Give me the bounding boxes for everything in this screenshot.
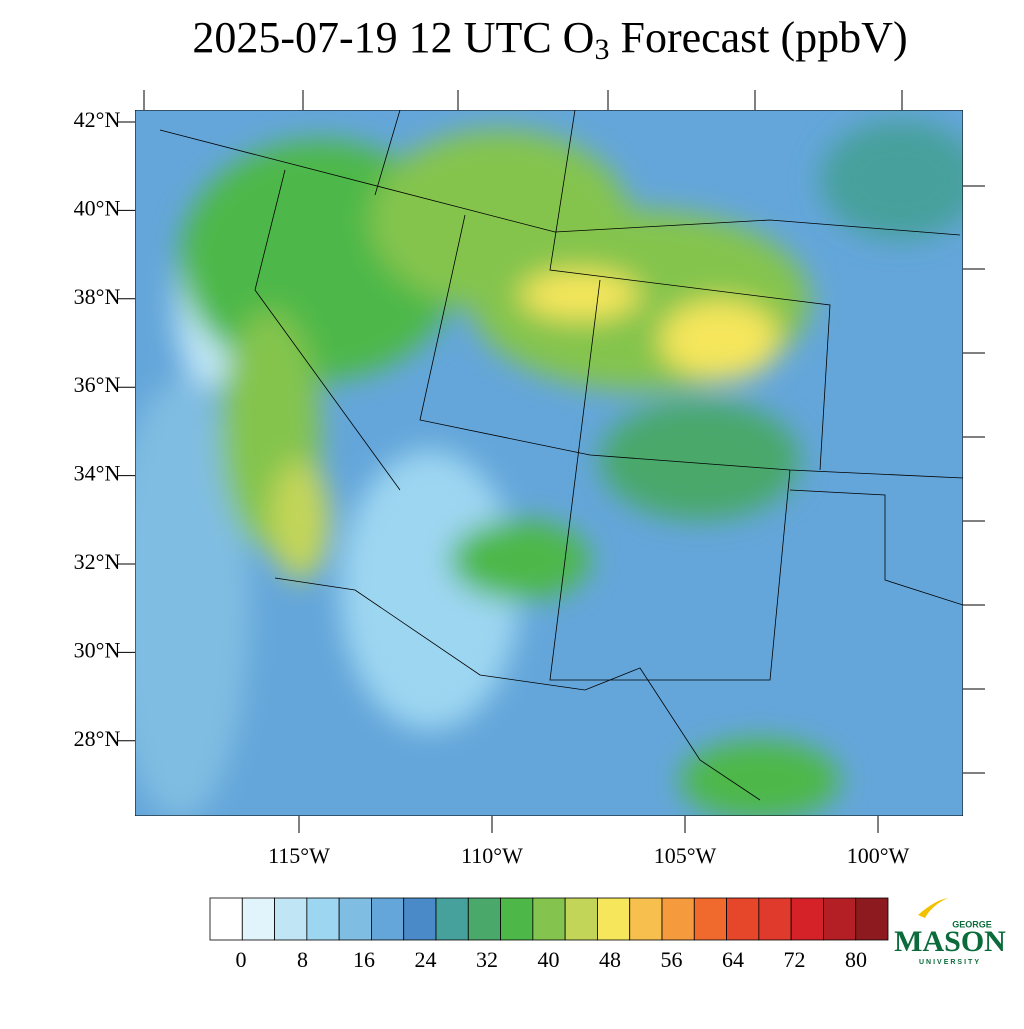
colorbar-box xyxy=(467,897,501,941)
lon-label: 100°W xyxy=(847,843,910,868)
title: 2025-07-19 12 UTC O3 Forecast (ppbV) xyxy=(192,13,907,66)
colorbar-box xyxy=(274,897,308,941)
colorbar-tick-label: 80 xyxy=(845,947,867,972)
ozone-field xyxy=(135,110,963,816)
colorbar: 0 8 16 24 32 40 48 56 64 72 80 xyxy=(209,897,889,972)
colorbar-box xyxy=(306,897,340,941)
lat-label: 36°N xyxy=(74,372,121,397)
colorbar-box xyxy=(532,897,566,941)
logo-swoosh xyxy=(918,898,948,918)
lat-label: 34°N xyxy=(74,461,121,486)
colorbar-tick-label: 16 xyxy=(353,947,375,972)
colorbar-tick-label: 40 xyxy=(538,947,560,972)
lat-label: 40°N xyxy=(74,195,121,220)
lon-label: 110°W xyxy=(461,843,523,868)
lon-label: 115°W xyxy=(268,843,330,868)
colorbar-tick-label: 64 xyxy=(722,947,744,972)
lat-label: 38°N xyxy=(74,284,121,309)
colorbar-box xyxy=(209,897,243,941)
colorbar-box xyxy=(338,897,372,941)
logo: GEORGE MASON UNIVERSITY xyxy=(894,898,1006,966)
colorbar-box xyxy=(564,897,598,941)
lat-label: 42°N xyxy=(74,107,121,132)
colorbar-box xyxy=(661,897,695,941)
colorbar-tick-label: 72 xyxy=(784,947,806,972)
title-rest: Forecast (ppbV) xyxy=(609,13,907,62)
colorbar-box xyxy=(790,897,824,941)
logo-main: MASON xyxy=(894,925,1006,958)
logo-bottom: UNIVERSITY xyxy=(919,959,981,966)
colorbar-box xyxy=(855,897,889,941)
colorbar-box xyxy=(823,897,857,941)
colorbar-tick-label: 0 xyxy=(236,947,247,972)
colorbar-tick-label: 48 xyxy=(599,947,621,972)
colorbar-box xyxy=(629,897,663,941)
colorbar-box xyxy=(726,897,760,941)
colorbar-box xyxy=(597,897,631,941)
logo-top: GEORGE xyxy=(952,919,992,929)
colorbar-tick-label: 24 xyxy=(415,947,437,972)
colorbar-tick-label: 8 xyxy=(297,947,308,972)
title-subscript: 3 xyxy=(594,33,609,66)
lat-label: 30°N xyxy=(74,637,121,662)
colorbar-tick-label: 32 xyxy=(476,947,498,972)
lat-label: 28°N xyxy=(74,726,121,751)
colorbar-box xyxy=(693,897,727,941)
title-main: 2025-07-19 12 UTC O xyxy=(192,13,594,62)
colorbar-box xyxy=(241,897,275,941)
colorbar-box xyxy=(403,897,437,941)
lon-label: 105°W xyxy=(654,843,717,868)
colorbar-tick-label: 56 xyxy=(661,947,683,972)
colorbar-box xyxy=(758,897,792,941)
lat-label: 32°N xyxy=(74,549,121,574)
colorbar-box xyxy=(435,897,469,941)
map-axes: 42°N 40°N 38°N 36°N 34°N 32°N 30°N 28°N 115°W 110… xyxy=(74,90,985,868)
colorbar-box xyxy=(371,897,405,941)
colorbar-box xyxy=(500,897,534,941)
